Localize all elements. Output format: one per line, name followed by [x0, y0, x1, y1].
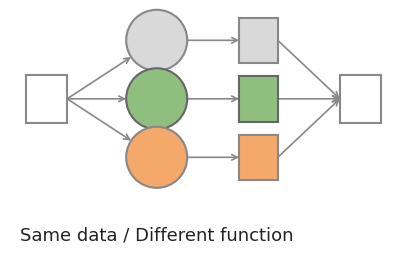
- Ellipse shape: [126, 10, 187, 71]
- Bar: [239, 135, 278, 180]
- Bar: [239, 18, 278, 63]
- Bar: [239, 76, 278, 122]
- Text: Same data / Different function: Same data / Different function: [20, 226, 294, 244]
- Ellipse shape: [126, 68, 187, 129]
- Bar: [26, 75, 67, 123]
- Ellipse shape: [126, 127, 187, 188]
- Bar: [340, 75, 381, 123]
